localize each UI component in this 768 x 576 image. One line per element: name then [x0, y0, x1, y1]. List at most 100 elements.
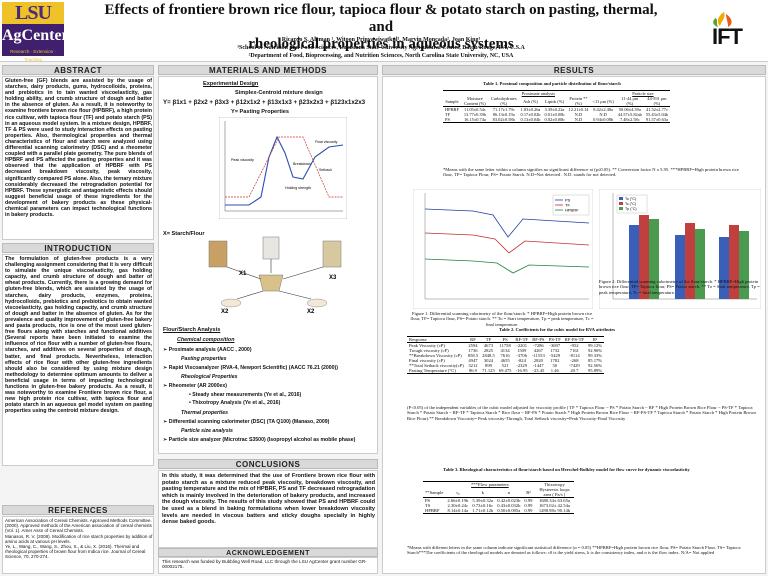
table2-cell: Pasting Temperature (°C)	[409, 368, 456, 373]
table2-header: RF-TF	[515, 337, 528, 342]
table2-cell: 99.33%	[587, 353, 603, 358]
table2-row: Peak Viscosity (cP) 2594 4673 11758 -2201 -72…	[407, 343, 604, 348]
table2-cell: 858.5	[467, 353, 479, 358]
table2-cell: 899	[485, 363, 492, 368]
conclusions-box: In this study, it was determined that th…	[158, 470, 378, 548]
particle-analyzer-item: ➢ Particle size analyzer (Microtrac S350…	[163, 437, 356, 443]
table3-cell: 0.43±0.032b	[497, 503, 521, 508]
table2-cell: 1.46	[550, 368, 559, 373]
logo-lsu-text: LSU	[2, 2, 64, 24]
logo-tagline: Research · Extension · Teaching	[2, 48, 64, 62]
table2-cell: **Breakdown Viscosity (cP)	[409, 353, 462, 358]
table2-cell: 71.125	[482, 368, 495, 373]
table2-cell: -16.95	[515, 368, 528, 373]
table1-row: HPBRF 11.05±0.54c 71.17±1.79c 1.83±0.26a 3.3…	[443, 107, 670, 112]
table3-cell: PS	[425, 498, 431, 503]
table1: Proximate analysis Particle size Sample …	[443, 90, 671, 123]
table1-header: 44-591 μm (%)	[647, 96, 667, 106]
table3-cell: TS	[425, 503, 431, 508]
table2-cell: 1782	[550, 358, 560, 363]
table2-header: Response	[409, 337, 427, 342]
flour-starch-analysis-label: Flour/Starch Analysis	[163, 327, 221, 333]
table2-cell: -3697	[549, 343, 561, 348]
table2-cell: Trough viscosity (cP)	[409, 348, 449, 353]
rva-curve-illustration: Peak viscosity Breakdown Holding strengt…	[219, 117, 347, 219]
table3-group-flow: ***Flow parameters	[471, 482, 509, 487]
table1-note: *Means with the same letter within a col…	[443, 167, 739, 178]
ift-text: IFT	[712, 24, 743, 49]
table2-cell: 1732	[550, 348, 560, 353]
particle-size-label: Particle size analysis	[181, 428, 233, 434]
dsc-item: ➢ Differential scanning calorimeter (DSC…	[163, 419, 330, 425]
table2-cell: 11758	[499, 343, 511, 348]
table3-cell: 0.99	[524, 498, 533, 503]
x1-label: X1	[239, 271, 247, 277]
table2-cell: 2820	[533, 358, 543, 363]
table2-cell: 92.96%	[587, 348, 603, 353]
affiliation-2: ²Department of Food, Bioprocessing, and …	[248, 53, 514, 59]
table2-cell: -824	[517, 358, 526, 363]
table2-cell: 4134	[500, 348, 510, 353]
table2-cell: 4947	[468, 358, 478, 363]
table3-cell: 1.71±0.12b	[472, 508, 494, 513]
title-line-1: Effects of frontiere brown rice flour, t…	[104, 2, 658, 35]
logo-agcenter-text: AgCenter	[2, 24, 69, 48]
fig1-line-tf	[424, 232, 590, 254]
title-line-2: rheological properties in aqueous system…	[248, 36, 514, 52]
table3-cell: HPBRF	[425, 508, 440, 513]
fig2-bar	[629, 225, 639, 299]
table1-cell: N.D	[599, 112, 607, 117]
model-equation: Y= β1x1 + β2x2 + β3x3 + β12x1x2 + β13x1x…	[163, 99, 366, 106]
fig2-legend	[616, 194, 648, 214]
table2-cell: 2848.5	[482, 353, 495, 358]
table1-caption: Table 1. Proximal composition and partic…	[483, 81, 621, 86]
table2-cell: 521	[501, 363, 509, 368]
table2-cell: 7161	[569, 348, 579, 353]
bowl-icon	[258, 274, 284, 292]
methods-box: Experimental Design Simplex-Centroid mix…	[158, 76, 378, 454]
lsu-agcenter-logo: LSU AgCenter Research · Extension · Teac…	[2, 2, 69, 62]
viscosity-curve	[225, 135, 344, 206]
table2-cell: 20.7	[570, 368, 579, 373]
fig1-legend-item: HPBRF	[565, 208, 579, 213]
proximate-text: Proximate analysis (AACC , 2000)	[168, 347, 252, 353]
table1-cell: 7.48±2.58c	[619, 117, 640, 122]
table2-cell: **Total Setback viscosity(cP)	[409, 363, 464, 368]
rheo-props-label: Rheological Properties	[181, 374, 238, 380]
table1-cell: 55.43±5.04b	[645, 112, 669, 117]
table1-cell: HPBRF	[445, 107, 459, 112]
table2-cell: 99.12%	[587, 343, 603, 348]
introduction-text: The formulation of gluten-free products …	[5, 256, 152, 415]
table1-cell: 3.39±0.22a	[544, 107, 565, 112]
affiliation-1: ¹School of Nutrition and Food Sciences, …	[237, 45, 525, 51]
table2-row: **Total Setback viscosity(cP) 3212 899 521 -…	[407, 363, 604, 368]
curve-label-setback: Setback	[319, 168, 332, 172]
table3-group-thixotropy: Thixotropy	[544, 482, 565, 487]
table1-header: 11-44 μm (%)	[621, 96, 639, 106]
table2-cell: 3024	[483, 358, 494, 363]
table2-cell: 92.56%	[587, 363, 603, 368]
steady-text: Steady shear measurements (Ye et al., 20…	[192, 392, 302, 398]
table2-cell: 50	[552, 363, 558, 368]
table2-cell: -11553	[531, 353, 545, 358]
steady-item: • Steady shear measurements (Ye et al., …	[189, 392, 302, 398]
table3-cell: 2.30±0.24c	[447, 503, 469, 508]
table3-cell: 0.99	[524, 508, 533, 513]
table2: Response RF TF PS RF-TF RF-PS PS-TF RF-PS-TF R² …	[407, 336, 605, 374]
table1-header: Moisture Content (%)	[464, 96, 486, 106]
table1-cell: 13.77±0.39b	[463, 112, 486, 117]
table2-cell: 85.17%	[587, 358, 603, 363]
table3-cell: 0.99	[524, 503, 533, 508]
chem-comp-label: Chemical composition	[177, 337, 235, 343]
ift-logo: IFT	[696, 10, 756, 54]
table3-cell: 8.14±0.14a	[447, 508, 469, 513]
table2-row: Pasting Temperature (°C) 86.9 71.125 69.475…	[407, 368, 605, 374]
abstract-text: Gluten-free (GF) blends are assisted by …	[5, 78, 152, 219]
authors-block: Ricardo S. Aleman ¹, Witoon Prinyawiwatk…	[96, 36, 666, 60]
curve-label-peak: Peak viscosity	[231, 158, 254, 162]
table2-cell: 4267	[533, 348, 543, 353]
x3-label: X3	[329, 275, 337, 281]
proximate-item: ➢ Proximate analysis (AACC , 2000)	[163, 347, 252, 353]
abstract-heading: ABSTRACT	[2, 65, 154, 75]
table2-cell: 4673	[483, 343, 494, 348]
